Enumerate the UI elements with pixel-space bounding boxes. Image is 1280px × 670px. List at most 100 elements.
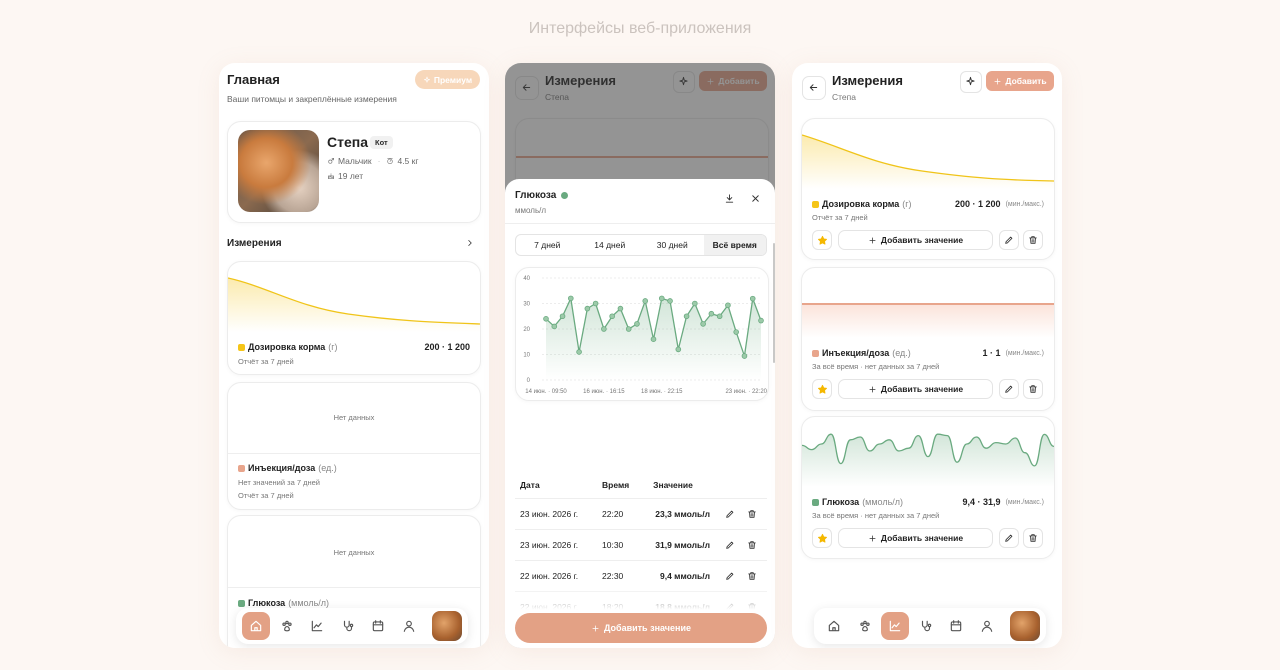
point <box>700 321 706 327</box>
range-value: 200 · 1 200 <box>955 199 1001 209</box>
favorite-button[interactable] <box>812 379 832 399</box>
nav-avatar[interactable] <box>1010 611 1040 641</box>
nav-icon[interactable] <box>371 619 385 633</box>
back-button[interactable] <box>802 76 826 100</box>
measure-name: Глюкоза <box>248 598 286 608</box>
nav-icon[interactable] <box>888 619 902 633</box>
nav-icon[interactable] <box>858 619 872 633</box>
premium-button[interactable]: Премиум <box>415 70 480 89</box>
tab[interactable]: 30 дней <box>656 240 688 250</box>
edit-icon[interactable] <box>725 540 735 550</box>
nav-icon-part <box>372 621 384 632</box>
nav-icon-part <box>372 620 384 626</box>
delete-icon-part <box>1029 236 1037 244</box>
y-tick-label: 0 <box>527 378 531 384</box>
plus-icon <box>994 78 1001 84</box>
add-button[interactable]: Добавить <box>986 71 1054 91</box>
add-value-button[interactable]: Добавить значение <box>515 613 767 643</box>
favorite-button[interactable] <box>812 230 832 250</box>
measure-card: Дозировка корма (г) 200 · 1 200 (мин./макс.… <box>801 118 1055 260</box>
edit-button[interactable] <box>999 379 1019 399</box>
pet-card[interactable]: Степа Кот Мальчик · 4.5 кг 19 лет <box>227 121 481 223</box>
point <box>650 336 657 342</box>
nav-icon[interactable] <box>949 619 963 633</box>
nav-icon[interactable] <box>827 619 841 633</box>
measure-unit: (г) <box>328 342 338 352</box>
star-icon-part <box>818 235 827 245</box>
edit-button[interactable] <box>999 528 1019 548</box>
trend-chart <box>802 134 1054 189</box>
sparkle-button[interactable] <box>960 71 982 93</box>
nav-icon[interactable] <box>341 619 355 633</box>
tab[interactable]: 14 дней <box>594 240 626 250</box>
legend-dot <box>238 343 245 351</box>
point <box>551 323 558 330</box>
point <box>725 302 731 309</box>
nav-icon[interactable] <box>249 619 263 633</box>
add-value-button[interactable]: Добавить значение <box>838 379 993 399</box>
add-value-button[interactable]: Добавить значение <box>838 230 993 250</box>
edit-button[interactable] <box>999 230 1019 250</box>
point <box>559 313 566 320</box>
delete-icon[interactable] <box>747 571 757 581</box>
measure-unit: (ммоль/л) <box>288 598 330 608</box>
tab[interactable]: 7 дней <box>534 240 561 250</box>
nav-icon[interactable] <box>402 619 416 633</box>
nav-icon[interactable] <box>919 619 933 633</box>
nav-active <box>242 612 270 640</box>
nav-avatar[interactable] <box>432 611 462 641</box>
legend: Глюкоза (ммоль/л) <box>812 497 903 507</box>
nav-icon-part <box>950 620 962 626</box>
measure-unit: (г) <box>902 199 912 209</box>
edit-icon[interactable] <box>725 571 735 581</box>
delete-icon[interactable] <box>747 509 757 519</box>
nav-icon[interactable] <box>980 619 994 633</box>
delete-button[interactable] <box>1023 379 1043 399</box>
add-value-label: Добавить значение <box>604 623 691 633</box>
add-value-button[interactable]: Добавить значение <box>838 528 993 548</box>
download-icon[interactable] <box>724 193 735 204</box>
measure-unit: (ед.) <box>318 463 337 473</box>
edit-icon-part <box>726 572 734 580</box>
measure-card[interactable]: Дозировка корма (г) 200 · 1 200 Отчёт за 7 … <box>227 261 481 375</box>
sex-icon-part <box>328 159 333 164</box>
favorite-button[interactable] <box>812 528 832 548</box>
measure-note: Нет значений за 7 дней <box>238 478 320 487</box>
measure-unit: (ед.) <box>892 348 911 358</box>
separator: · <box>377 156 381 166</box>
range-value: 1 · 1 <box>982 348 1001 358</box>
screen-subtitle: Степа <box>832 92 856 102</box>
empty-label: Нет данных <box>333 548 375 557</box>
edit-icon <box>1005 385 1013 393</box>
trend-line <box>802 134 1054 182</box>
measure-card: Глюкоза (ммоль/л) 9,4 · 31,9 (мин./макс.) За… <box>801 416 1055 559</box>
nav-icon-part <box>950 621 962 632</box>
nav-icon[interactable] <box>310 619 324 633</box>
home-screen: Главная Премиум Ваши питомцы и закреплённы… <box>219 63 489 648</box>
measure-card[interactable]: Нет данных Инъекция/доза (ед.) Нет значений… <box>227 382 481 510</box>
measure-name: Глюкоза <box>822 497 860 507</box>
measure-name: Инъекция/доза <box>248 463 316 473</box>
measure-unit: (ммоль/л) <box>862 497 904 507</box>
column-header: Значение <box>653 480 693 490</box>
edit-icon[interactable] <box>725 509 735 519</box>
nav-icon-part <box>283 626 290 632</box>
tab[interactable]: Всё время <box>703 235 766 255</box>
nav-icon-part <box>284 620 289 625</box>
delete-button[interactable] <box>1023 528 1043 548</box>
add-value-label: Добавить значение <box>880 384 964 394</box>
sparkle-icon-part <box>966 76 975 86</box>
section-arrow[interactable] <box>465 238 475 248</box>
delete-icon[interactable] <box>747 540 757 550</box>
delete-button[interactable] <box>1023 230 1043 250</box>
range-value: 9,4 · 31,9 <box>962 497 1001 507</box>
status-dot <box>561 192 569 199</box>
nav-icon-part <box>343 620 352 632</box>
point <box>568 295 574 302</box>
nav-icon-part <box>405 620 412 627</box>
glucose-sparkline <box>802 433 1054 487</box>
nav-icon[interactable] <box>280 619 294 633</box>
close-icon[interactable] <box>750 193 761 204</box>
trend-line <box>228 277 480 325</box>
modal: Глюкоза ммоль/л 7 дней 14 дней 30 дней Всё вр… <box>505 179 775 648</box>
